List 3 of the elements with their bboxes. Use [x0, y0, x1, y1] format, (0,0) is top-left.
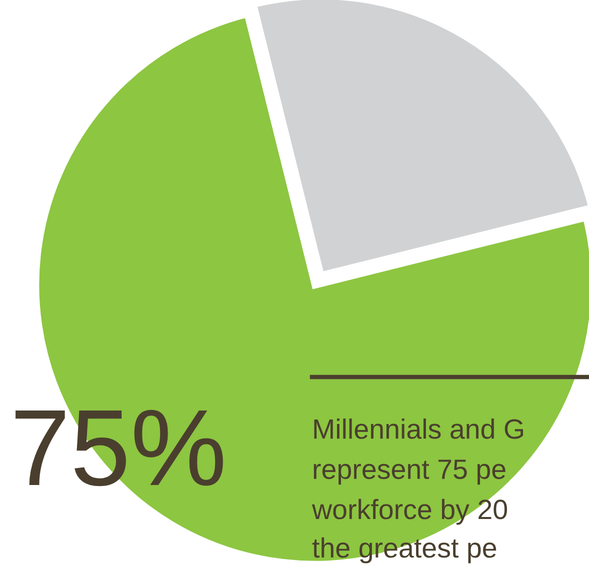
text: Millennials and G [314, 418, 523, 439]
text: workforce by 20 [312, 498, 507, 525]
text: represent 75 pe [314, 460, 506, 485]
